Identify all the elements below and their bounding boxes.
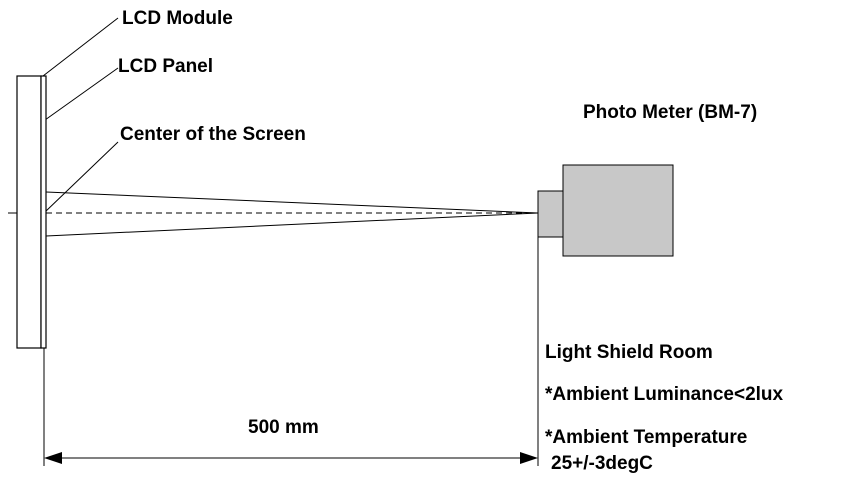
ambient-temperature-label: *Ambient Temperature (545, 428, 747, 447)
photo-meter-lens (538, 191, 563, 237)
lcd-module-label: LCD Module (122, 9, 233, 28)
photo-meter-body (563, 165, 673, 256)
dimension-arrow-left (44, 452, 62, 464)
room-title-label: Light Shield Room (545, 343, 713, 362)
photo-meter-label: Photo Meter (BM-7) (583, 103, 757, 122)
temperature-value-label: 25+/-3degC (551, 454, 653, 473)
lcd-module (17, 76, 41, 348)
cone-lower-line (46, 213, 538, 236)
distance-label: 500 mm (248, 418, 319, 437)
ambient-luminance-label: *Ambient Luminance<2lux (545, 385, 783, 404)
lcd-panel-label: LCD Panel (118, 57, 213, 76)
lcd-module-leader (43, 18, 118, 76)
lcd-panel (41, 76, 46, 348)
lcd-panel-leader (45, 68, 118, 120)
screen-center-label: Center of the Screen (120, 125, 306, 144)
screen-center-leader (45, 142, 118, 212)
cone-upper-line (46, 192, 538, 213)
dimension-arrow-right (520, 452, 538, 464)
